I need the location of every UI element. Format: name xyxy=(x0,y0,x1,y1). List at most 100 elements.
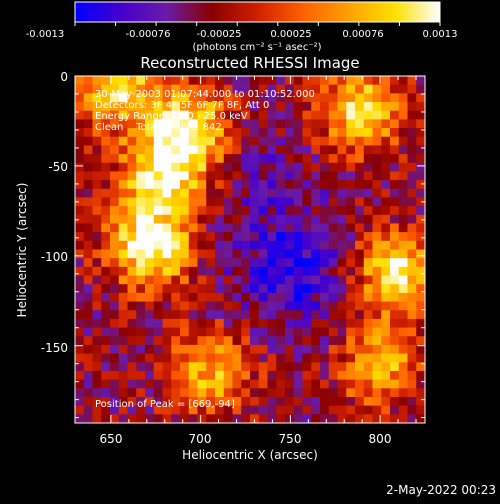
heatmap-cell xyxy=(136,84,146,94)
heatmap-cell xyxy=(320,370,330,381)
heatmap-cell xyxy=(258,171,269,181)
heatmap-cell xyxy=(258,327,269,337)
heatmap-cell xyxy=(258,266,269,277)
heatmap-cell xyxy=(110,396,120,407)
heatmap-cell xyxy=(355,232,365,242)
heatmap-cell xyxy=(337,162,347,173)
heatmap-cell xyxy=(145,110,155,120)
heatmap-cell xyxy=(390,318,400,329)
heatmap-cell xyxy=(276,154,286,164)
heatmap-cell xyxy=(407,405,417,415)
heatmap-cell xyxy=(180,336,190,346)
heatmap-cell xyxy=(188,284,199,294)
heatmap-cell xyxy=(302,110,312,120)
heatmap-cell xyxy=(398,284,409,294)
heatmap-cell xyxy=(302,136,312,146)
heatmap-cell xyxy=(390,145,400,155)
heatmap-cell xyxy=(188,223,199,233)
heatmap-cell xyxy=(250,327,260,337)
heatmap-cell xyxy=(267,266,277,277)
heatmap-cell xyxy=(293,396,304,407)
heatmap-cell xyxy=(381,275,391,285)
heatmap-cell xyxy=(162,128,172,138)
heatmap-cell xyxy=(188,102,199,112)
heatmap-cell xyxy=(127,301,137,311)
heatmap-cell xyxy=(171,414,181,423)
heatmap-cell xyxy=(232,405,242,415)
heatmap-cell xyxy=(145,292,155,303)
heatmap-cell xyxy=(355,362,365,372)
heatmap-cell xyxy=(180,93,190,103)
heatmap-cell xyxy=(346,162,356,173)
heatmap-cell xyxy=(136,128,146,138)
annotation-clean-counts: Clean Total counts: 842. xyxy=(95,122,225,133)
heatmap-cell xyxy=(162,336,172,346)
heatmap-cell xyxy=(372,110,382,120)
heatmap-cell xyxy=(162,388,172,398)
heatmap-cell xyxy=(127,336,137,346)
heatmap-cell xyxy=(118,379,129,389)
heatmap-cell xyxy=(398,206,409,216)
heatmap-cell xyxy=(416,318,425,329)
heatmap-cell xyxy=(390,188,400,199)
heatmap-cell xyxy=(416,128,425,138)
heatmap-cell xyxy=(337,310,347,320)
heatmap-cell xyxy=(407,145,417,155)
heatmap-cell xyxy=(320,240,330,251)
heatmap-cell xyxy=(320,301,330,311)
heatmap-cell xyxy=(416,154,425,164)
heatmap-cell xyxy=(302,223,312,233)
heatmap-cell xyxy=(258,102,269,112)
heatmap-cell xyxy=(188,344,199,355)
heatmap-cell xyxy=(75,119,85,129)
heatmap-cell xyxy=(250,188,260,199)
heatmap-cell xyxy=(180,214,190,225)
heatmap-cell xyxy=(258,301,269,311)
heatmap-cell xyxy=(355,292,365,303)
heatmap-cell xyxy=(363,188,374,199)
heatmap-cell xyxy=(223,318,234,329)
heatmap-cell xyxy=(197,362,207,372)
heatmap-cell xyxy=(110,362,120,372)
heatmap-cell xyxy=(241,301,251,311)
heatmap-cell xyxy=(110,76,120,86)
heatmap-cell xyxy=(346,154,356,164)
heatmap-cell xyxy=(276,362,286,372)
heatmap-cell xyxy=(101,292,111,303)
heatmap-cell xyxy=(145,206,155,216)
heatmap-cell xyxy=(223,128,234,138)
heatmap-cell xyxy=(162,76,172,86)
heatmap-cell xyxy=(101,266,111,277)
heatmap-cell xyxy=(241,145,251,155)
heatmap-cell xyxy=(320,414,330,423)
heatmap-cell xyxy=(363,76,374,86)
heatmap-cell xyxy=(215,353,225,363)
heatmap-cell xyxy=(407,110,417,120)
heatmap-cell xyxy=(258,110,269,120)
heatmap-cell xyxy=(101,405,111,415)
heatmap-cell xyxy=(215,266,225,277)
heatmap-cell xyxy=(241,128,251,138)
heatmap-cell xyxy=(145,76,155,86)
heatmap-cell xyxy=(83,214,94,225)
heatmap-cell xyxy=(188,84,199,94)
heatmap-cell xyxy=(267,284,277,294)
heatmap-cell xyxy=(276,258,286,268)
heatmap-cell xyxy=(223,258,234,268)
heatmap-cell xyxy=(197,405,207,415)
heatmap-cell xyxy=(302,336,312,346)
heatmap-cell xyxy=(241,414,251,423)
heatmap-cell xyxy=(302,396,312,407)
heatmap-cell xyxy=(302,154,312,164)
heatmap-cell xyxy=(118,388,129,398)
heatmap-cell xyxy=(197,318,207,329)
heatmap-cell xyxy=(75,344,85,355)
heatmap-cell xyxy=(206,145,216,155)
heatmap-cell xyxy=(381,136,391,146)
heatmap-cell xyxy=(293,258,304,268)
heatmap-cell xyxy=(92,284,102,294)
heatmap-cell xyxy=(223,154,234,164)
heatmap-cell xyxy=(407,180,417,190)
heatmap-cell xyxy=(276,327,286,337)
heatmap-cell xyxy=(180,284,190,294)
